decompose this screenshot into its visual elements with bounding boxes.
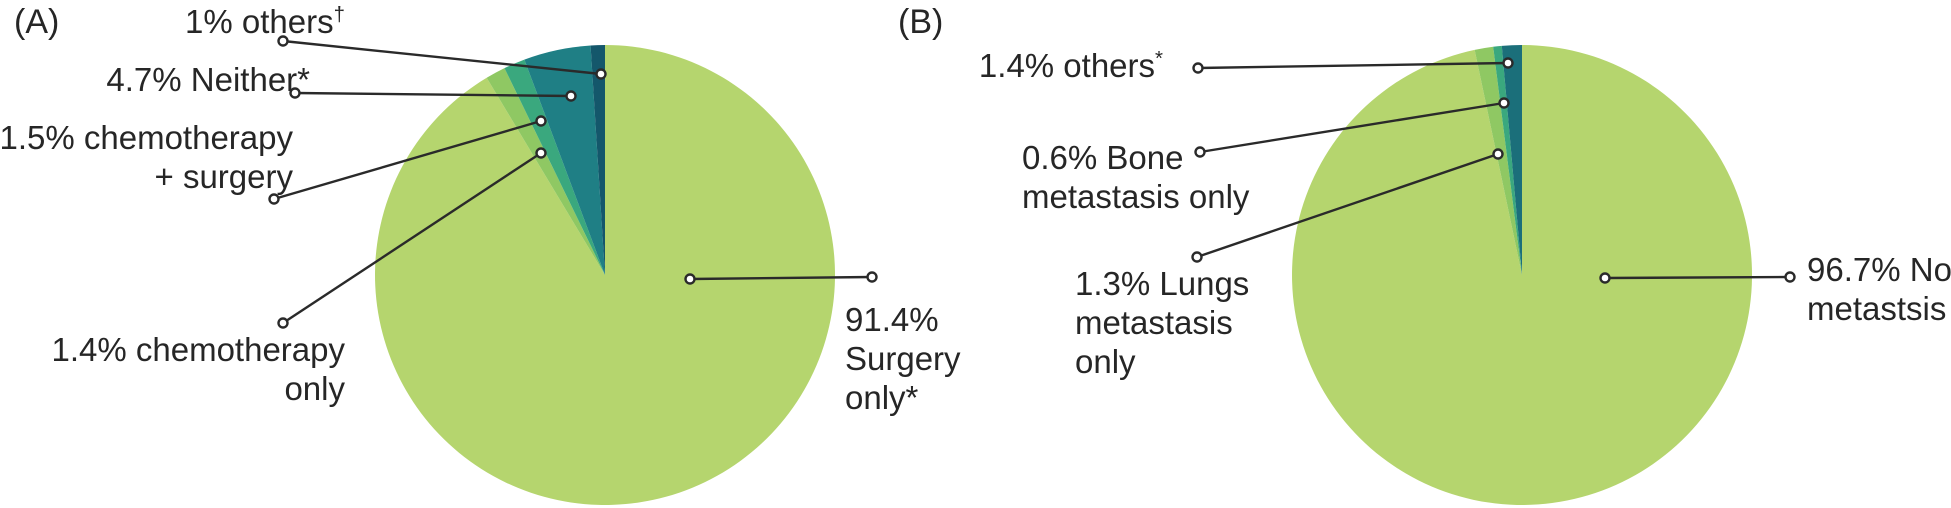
pie-b-marker-slice-no-metastsis-icon <box>1599 272 1611 284</box>
pie-a-leader-line-surgery-only <box>689 275 873 281</box>
pie-a-callout-label-chemotherapy-surgery: 1.5% chemotherapy + surgery <box>0 119 293 195</box>
pie-b-callout-label-lungs-metastasis-only: 1.3% Lungs metastasis only <box>1075 265 1250 380</box>
pie-b-marker-label-lungs-metastasis-only-icon <box>1191 251 1203 263</box>
pie-b-leader-line-bone-metastasis-only <box>1199 101 1505 154</box>
pie-a-marker-slice-chemotherapy-surgery-icon <box>535 115 547 127</box>
pie-a-leader-line-chemotherapy-surgery <box>273 119 542 201</box>
pie-a-callout-label-surgery-only: 91.4% Surgery only* <box>845 301 961 416</box>
pie-b-leader-line-lungs-metastasis-only <box>1196 152 1499 259</box>
pie-b-callout-label-bone-metastasis-only: 0.6% Bone metastasis only <box>1022 139 1250 215</box>
pie-a-slice-surgery-only <box>375 45 836 505</box>
pie-a-slice-neither <box>524 45 605 276</box>
pie-b-slice-lungs-metastasis-only <box>1474 46 1522 276</box>
pie-b-callout-label-others: 1.4% others* <box>978 47 1163 84</box>
pie-a-marker-slice-chemotherapy-only-icon <box>535 147 547 159</box>
pie-a-marker-label-neither-icon <box>289 87 301 99</box>
pie-a-marker-label-chemotherapy-only-icon <box>277 317 289 329</box>
pie-a-marker-label-others-icon <box>277 35 289 47</box>
pie-b-marker-slice-lungs-metastasis-only-icon <box>1492 148 1504 160</box>
pie-b-marker-slice-bone-metastasis-only-icon <box>1498 97 1510 109</box>
pie-b-marker-label-bone-metastasis-only-icon <box>1194 146 1206 158</box>
pie-a-marker-slice-others-icon <box>595 68 607 80</box>
pie-a-marker-slice-neither-icon <box>565 90 577 102</box>
panel-a-label: (A) <box>14 3 60 41</box>
pie-b-callout-label-no-metastsis: 96.7% No metastsis <box>1807 251 1951 327</box>
pie-a-slice-others <box>590 44 605 275</box>
pie-b-marker-label-no-metastsis-icon <box>1784 271 1796 283</box>
panel-b-label: (B) <box>898 3 944 41</box>
pie-a-marker-label-surgery-only-icon <box>866 271 878 283</box>
pie-a-callout-label-neither: 4.7% Neither* <box>106 61 310 98</box>
pie-a-slice-chemotherapy-surgery <box>504 59 605 276</box>
pie-b-slice-no-metastsis <box>1292 45 1753 505</box>
pie-a-marker-slice-surgery-only-icon <box>684 273 696 285</box>
pie-a-leader-line-others <box>282 39 602 76</box>
pie-a-leader-line-chemotherapy-only <box>282 151 542 325</box>
pie-a-callout-label-others: 1% others† <box>185 3 345 40</box>
pie-b-marker-label-others-icon <box>1192 62 1204 74</box>
pie-b-leader-line-others <box>1197 61 1509 70</box>
pie-a-leader-line-neither <box>294 91 572 98</box>
pie-a-slice-chemotherapy-only <box>486 68 605 275</box>
pie-a-marker-label-chemotherapy-surgery-icon <box>268 193 280 205</box>
pie-b-leader-line-no-metastsis <box>1604 275 1791 280</box>
pie-b-marker-slice-others-icon <box>1502 57 1514 69</box>
pie-a-callout-label-chemotherapy-only: 1.4% chemotherapy only <box>51 331 345 407</box>
